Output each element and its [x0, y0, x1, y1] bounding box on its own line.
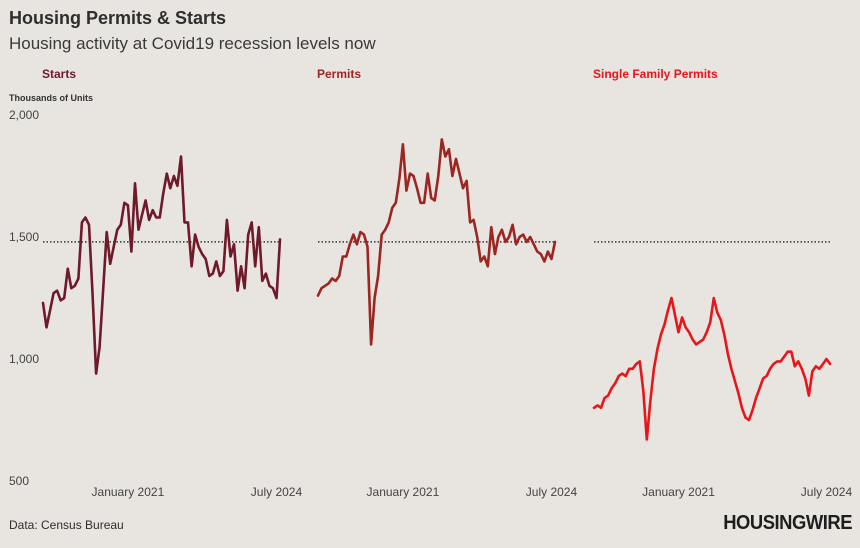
y-tick-label: 2,000 [9, 108, 39, 122]
brand-logo: HOUSINGWIRE [723, 512, 852, 534]
y-tick-label: 1,500 [9, 230, 39, 244]
y-tick-label: 1,000 [9, 352, 39, 366]
x-tick-label: July 2024 [251, 485, 303, 499]
chart-title: Housing Permits & Starts [9, 8, 227, 28]
panel-title: Permits [317, 67, 361, 81]
x-tick-label: July 2024 [801, 485, 853, 499]
panel-title: Single Family Permits [593, 67, 718, 81]
y-ticks: 500 1,000 1,500 2,000 [9, 108, 39, 488]
series-line [41, 155, 282, 375]
x-tick-label: July 2024 [526, 485, 578, 499]
series-line [316, 138, 557, 346]
chart-subtitle: Housing activity at Covid19 recession le… [9, 34, 376, 53]
panel-title: Starts [42, 67, 76, 81]
y-tick-label: 500 [9, 474, 29, 488]
x-tick-label: January 2021 [92, 485, 165, 499]
x-tick-label: January 2021 [367, 485, 440, 499]
x-tick-label: January 2021 [642, 485, 715, 499]
series-line [592, 296, 832, 441]
panel-starts: Starts January 2021 July 2024 [41, 67, 303, 499]
y-axis-label: Thousands of Units [9, 93, 93, 103]
panel-permits: Permits January 2021 July 2024 [316, 67, 578, 499]
panel-single-family-permits: Single Family Permits January 2021 July 20… [592, 67, 853, 499]
data-source: Data: Census Bureau [9, 518, 124, 532]
panels: Starts January 2021 July 2024 Permits Januar… [41, 67, 853, 499]
